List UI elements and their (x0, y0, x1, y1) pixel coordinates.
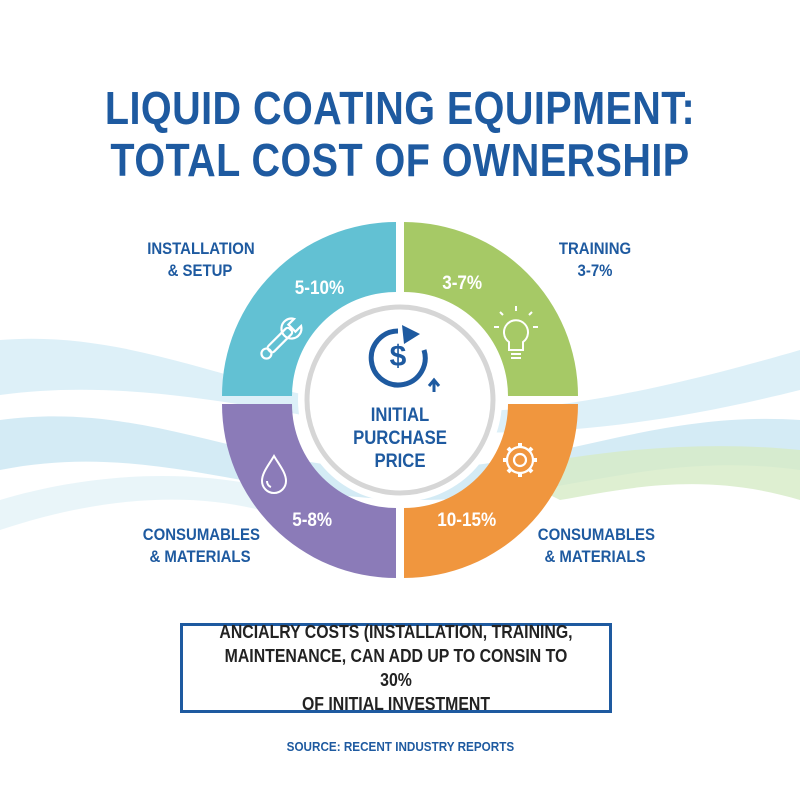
center-label-line: INITIAL (370, 405, 430, 426)
label-line: TRAINING (558, 239, 632, 258)
lightbulb-icon (494, 306, 538, 359)
svg-text:$: $ (390, 340, 407, 373)
note-line: ANCIALRY COSTS (INSTALLATION, TRAINING, (219, 622, 573, 642)
segment-label-consumables-left: CONSUMABLES & MATERIALS (142, 524, 260, 568)
source-note: SOURCE: RECENT INDUSTRY REPORTS (0, 739, 800, 754)
ancillary-cost-note: ANCIALRY COSTS (INSTALLATION, TRAINING, … (180, 622, 612, 714)
label-line: INSTALLATION (147, 239, 255, 258)
center-label-line: PURCHASE (353, 428, 447, 449)
note-line: OF INITIAL INVESTMENT (301, 694, 491, 714)
segment-label-training: TRAINING 3-7% (547, 238, 644, 282)
center-label-line: PRICE (374, 451, 426, 472)
center-label: INITIAL PURCHASE PRICE (312, 404, 488, 473)
source-text: SOURCE: RECENT INDUSTRY REPORTS (286, 739, 514, 754)
label-line: & MATERIALS (149, 547, 251, 566)
segment-value-consumables-right: 10-15% (437, 510, 497, 531)
label-line: & MATERIALS (544, 547, 646, 566)
segment-consumables-left (222, 404, 396, 578)
wrench-icon (260, 317, 303, 360)
segment-installation (222, 222, 396, 396)
dollar-cycle-up-arrow-icon: $ (368, 325, 441, 392)
segment-consumables-right (404, 404, 578, 578)
segment-label-installation: INSTALLATION & SETUP (147, 238, 255, 282)
segment-value-consumables-left: 5-8% (292, 510, 333, 531)
label-line: CONSUMABLES (142, 525, 260, 544)
title-line-1: LIQUID COATING EQUIPMENT: (104, 82, 696, 134)
label-line: & SETUP (167, 261, 233, 280)
center-ring (304, 304, 496, 496)
segment-training (404, 222, 578, 396)
droplet-icon (260, 454, 288, 494)
segment-value-training: 3-7% (442, 273, 483, 294)
center-disc (298, 298, 502, 502)
segment-value-installation: 5-10% (294, 278, 345, 299)
note-line: MAINTENANCE, CAN ADD UP TO CONSIN TO 30% (224, 646, 568, 690)
gear-icon (503, 443, 537, 477)
title-line-2: TOTAL COST OF OWNERSHIP (110, 134, 690, 186)
label-line: CONSUMABLES (537, 525, 655, 544)
label-line: 3-7% (577, 261, 613, 280)
segment-label-consumables-right: CONSUMABLES & MATERIALS (537, 524, 655, 568)
